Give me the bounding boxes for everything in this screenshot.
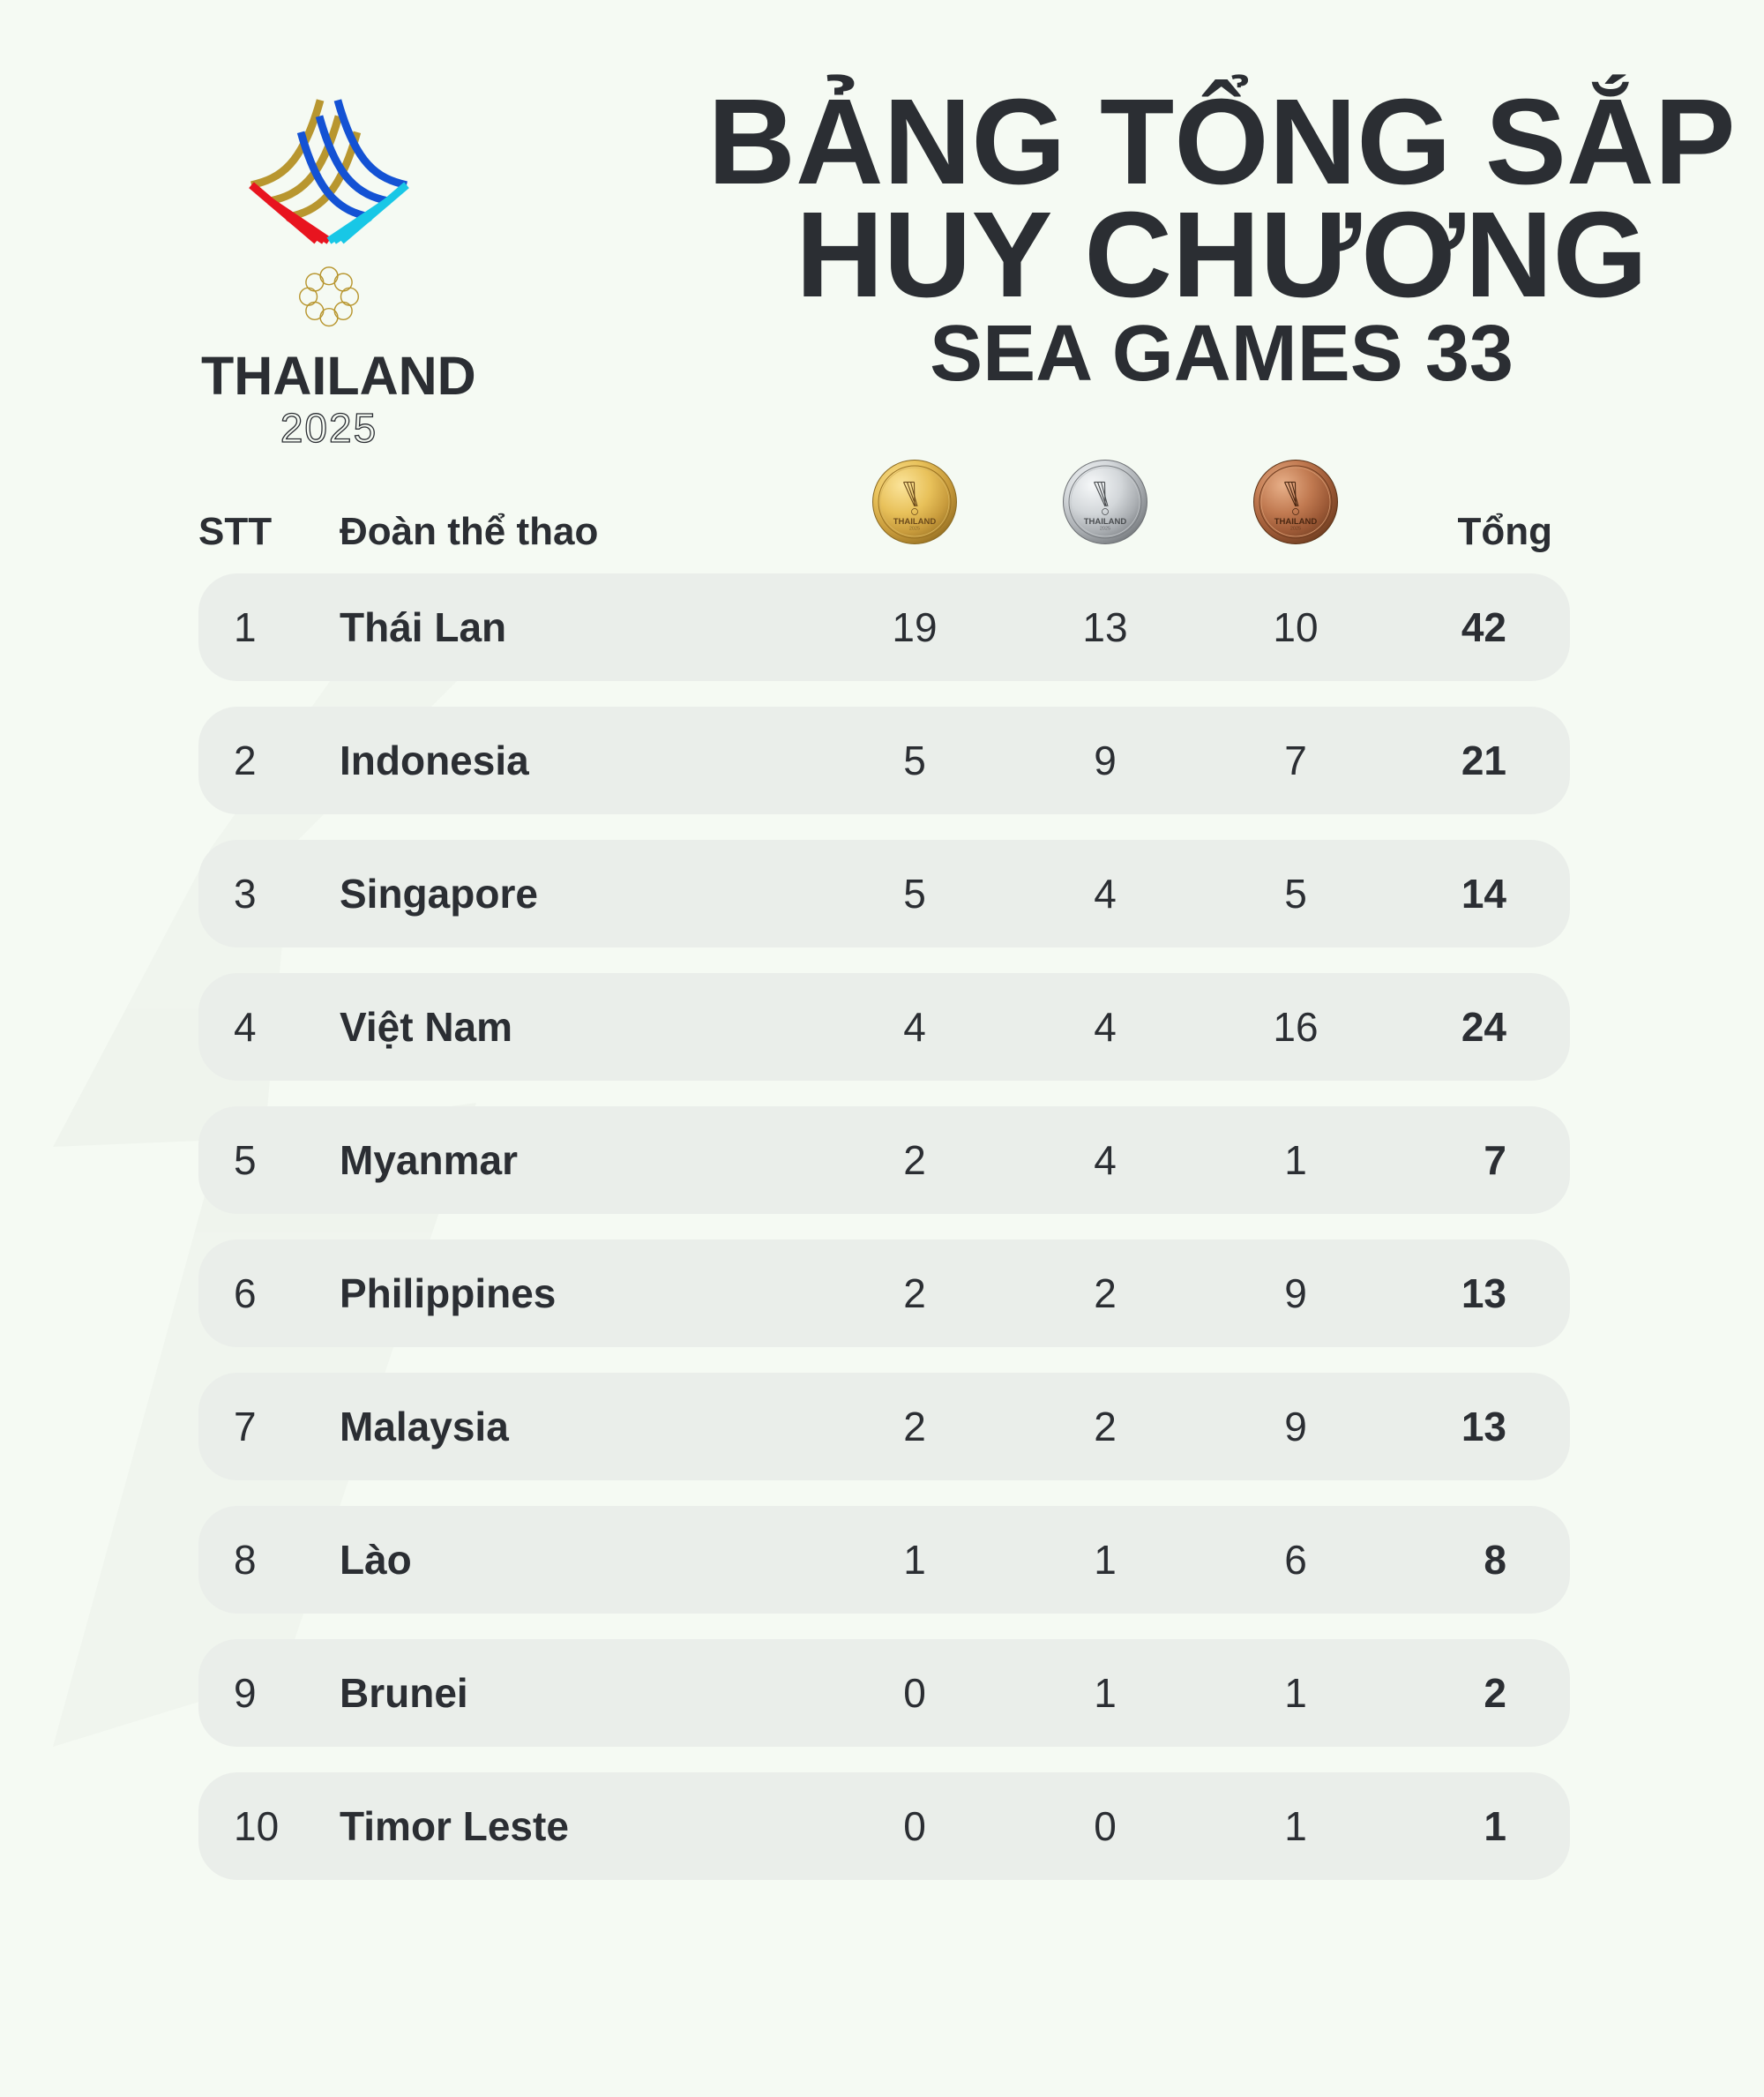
svg-text:2025: 2025 [280, 405, 377, 451]
